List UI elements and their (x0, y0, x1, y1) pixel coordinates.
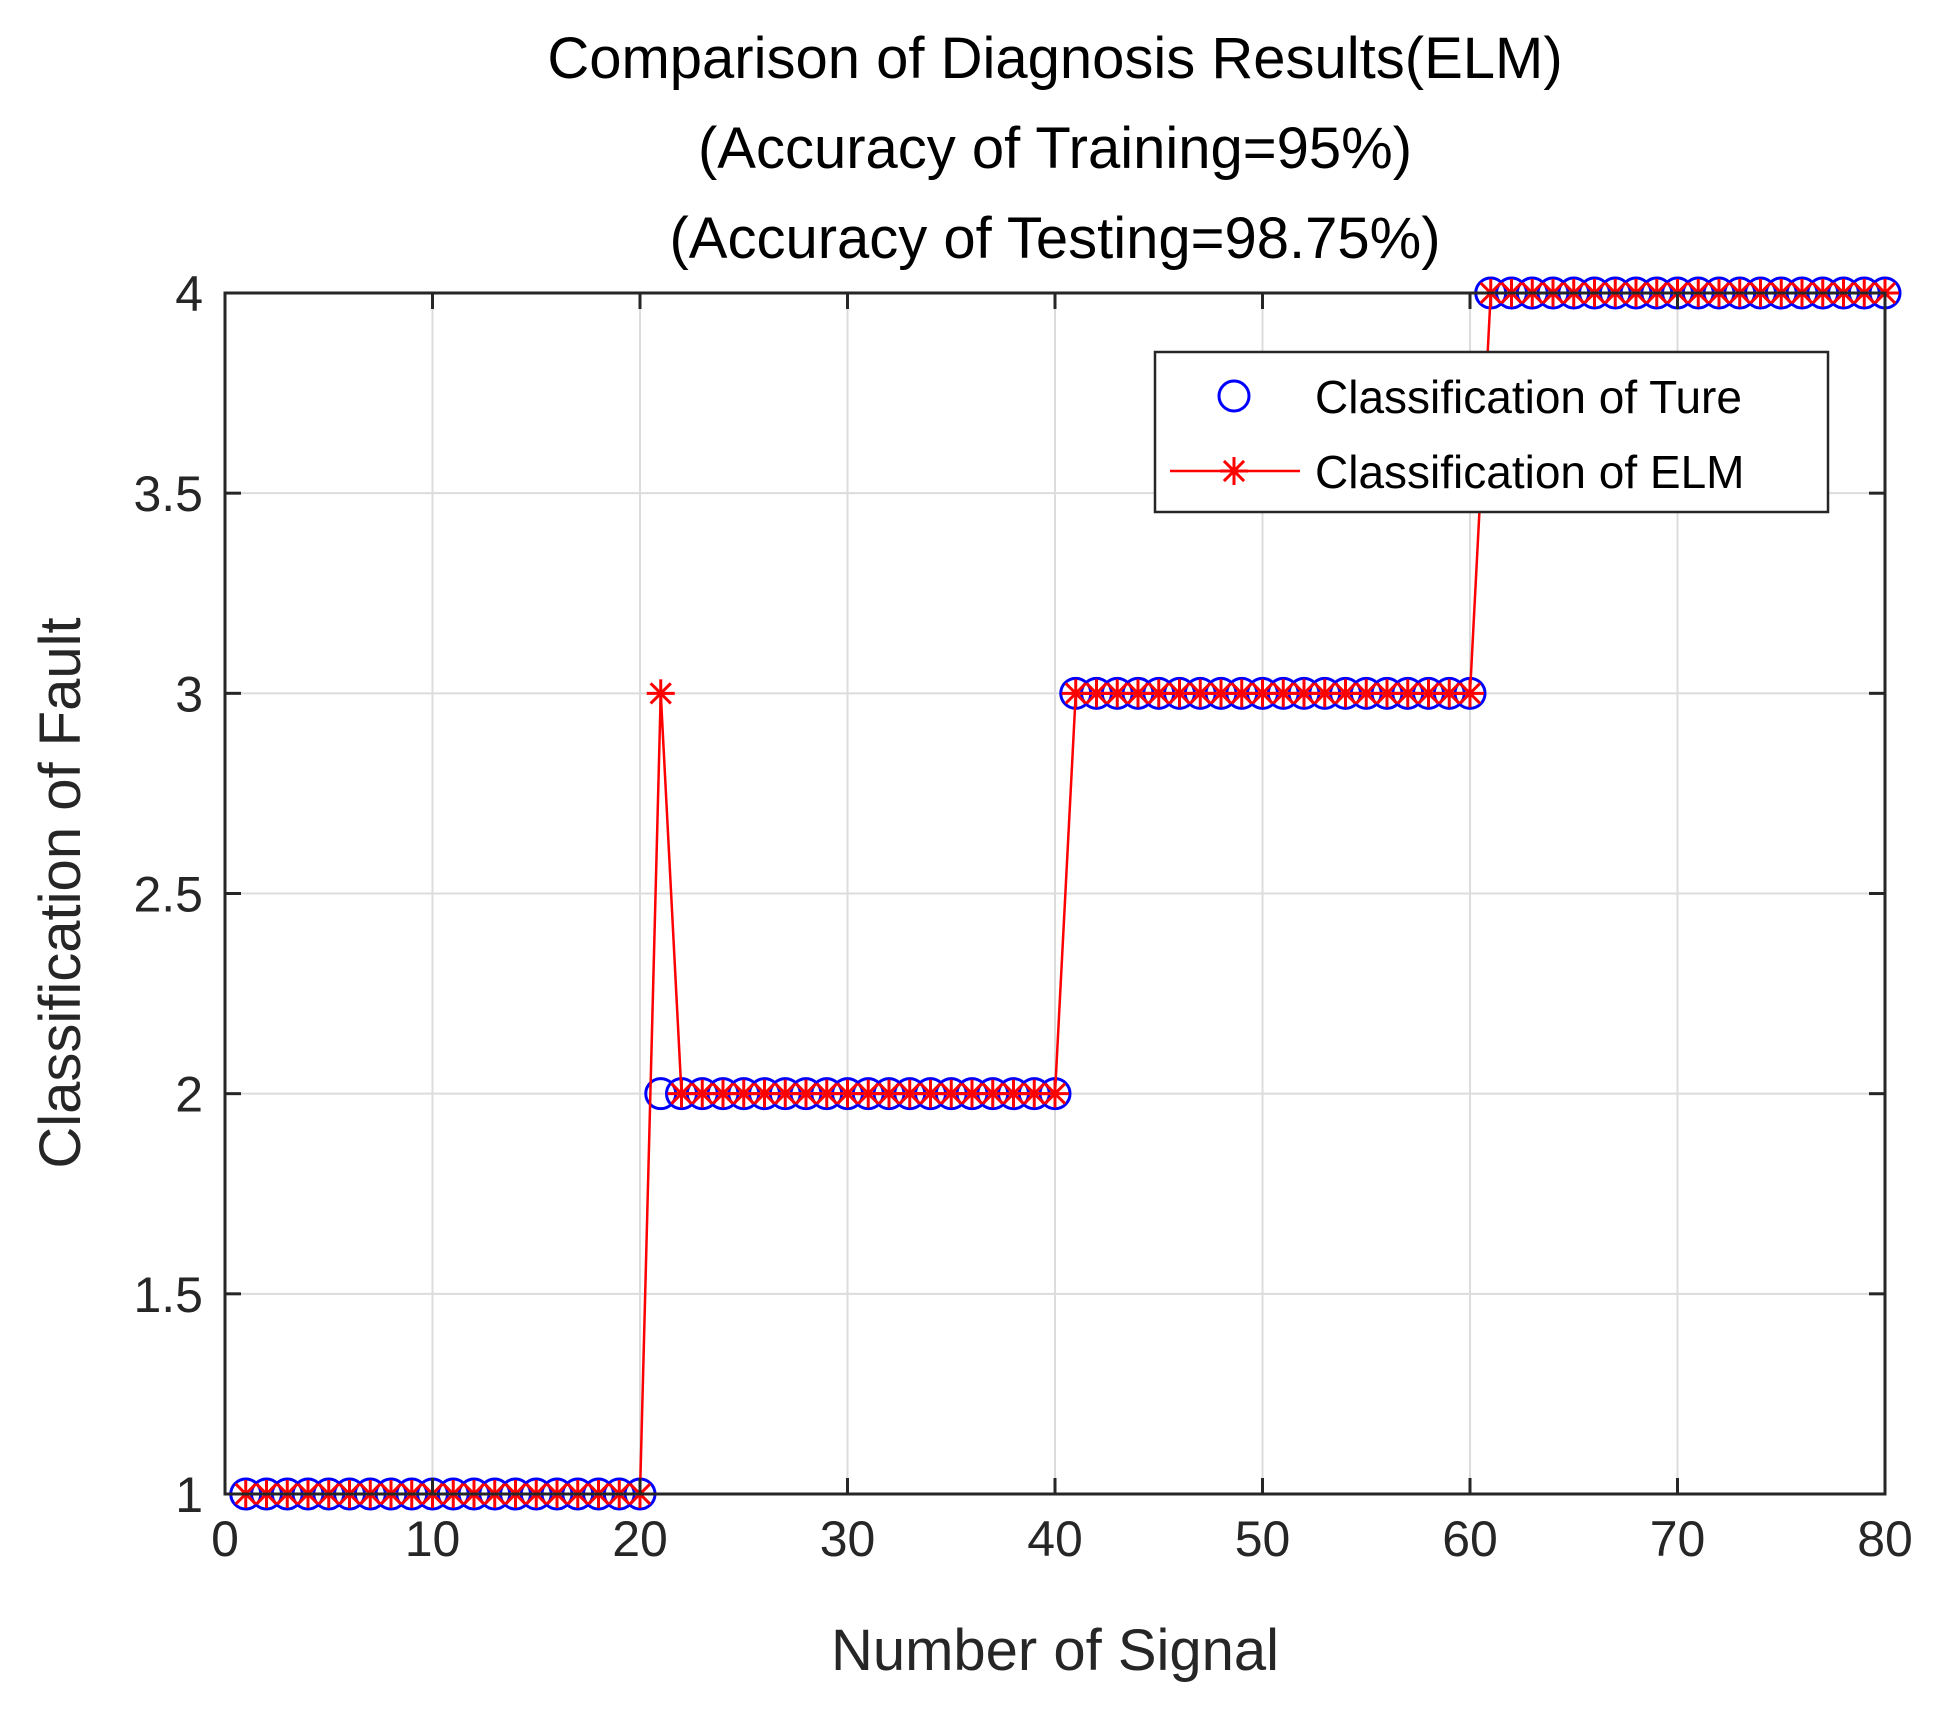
title-line-1: Comparison of Diagnosis Results(ELM) (547, 26, 1562, 91)
x-tick-label: 50 (1235, 1511, 1291, 1567)
elm-point (1041, 1079, 1069, 1108)
x-tick-label: 20 (612, 1511, 668, 1567)
title-line-3: (Accuracy of Testing=98.75%) (669, 206, 1440, 271)
elm-point (1414, 679, 1443, 708)
y-tick-label: 2.5 (133, 867, 203, 923)
legend: Classification of Ture Classification of… (1153, 350, 1830, 514)
y-tick-label: 2 (175, 1067, 203, 1123)
elm-point (646, 679, 675, 708)
elm-point (1456, 679, 1484, 708)
legend-marker-ture (1217, 379, 1251, 413)
elm-point (833, 1079, 862, 1108)
x-tick-label: 80 (1857, 1511, 1913, 1567)
elm-point (1165, 679, 1194, 708)
elm-point (667, 1079, 696, 1108)
x-axis-label: Number of Signal (831, 1618, 1279, 1683)
title-line-2: (Accuracy of Training=95%) (698, 116, 1412, 181)
x-tick-label: 0 (211, 1511, 239, 1567)
elm-point (978, 1079, 1007, 1108)
chart-title: Comparison of Diagnosis Results(ELM) (Ac… (547, 26, 1562, 271)
x-tick-label: 40 (1027, 1511, 1083, 1567)
y-axis-label: Classification of Fault (28, 617, 93, 1168)
y-tick-label: 1 (175, 1467, 203, 1523)
legend-marker-elm (1220, 457, 1248, 485)
elm-point (916, 1079, 945, 1108)
legend-label-elm: Classification of ELM (1315, 446, 1745, 498)
elm-point (771, 1079, 800, 1108)
y-tick-label: 3.5 (133, 466, 203, 522)
y-tick-label: 4 (175, 266, 203, 322)
y-tick-label: 1.5 (133, 1267, 203, 1323)
legend-box (1153, 350, 1830, 514)
legend-label-ture: Classification of Ture (1315, 371, 1742, 423)
x-tick-label: 70 (1650, 1511, 1706, 1567)
elm-point (1310, 679, 1339, 708)
x-tick-label: 10 (405, 1511, 461, 1567)
y-tick-label: 3 (175, 666, 203, 722)
legend-asterisk-icon (1220, 457, 1248, 485)
elm-point (812, 1079, 841, 1108)
ticks: 0 10 20 30 40 50 60 70 80 1 1.5 2 2.5 3 3.5 4 (133, 266, 1912, 1567)
x-tick-label: 30 (820, 1511, 876, 1567)
elm-point (1207, 679, 1235, 708)
elm-point (750, 1079, 779, 1108)
x-tick-label: 60 (1442, 1511, 1498, 1567)
